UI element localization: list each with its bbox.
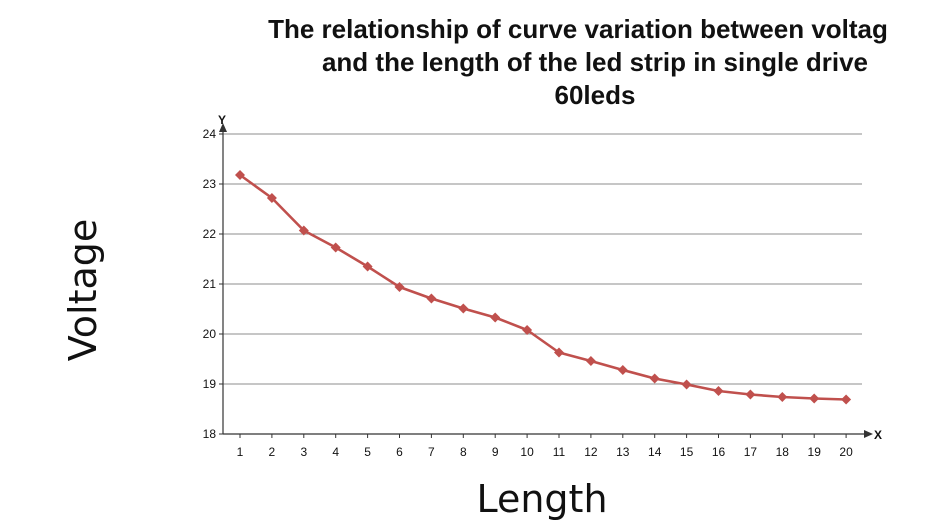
x-tick-label: 20 bbox=[839, 445, 853, 459]
x-tick-labels: 1 2 3 4 5 6 7 8 9 10 11 12 13 14 15 16 17 18 19 20 bbox=[237, 445, 853, 459]
x-tick-label: 10 bbox=[520, 445, 534, 459]
x-tick-label: 11 bbox=[553, 445, 566, 459]
x-tick-label: 16 bbox=[712, 445, 726, 459]
series-line-0 bbox=[239, 173, 847, 401]
x-tick-label: 4 bbox=[332, 445, 339, 459]
y-tick-label: 23 bbox=[203, 177, 217, 191]
data-point-5 bbox=[362, 261, 373, 272]
data-point-2 bbox=[266, 193, 277, 203]
x-tick-label: 8 bbox=[460, 445, 467, 459]
y-axis-arrow bbox=[219, 123, 227, 132]
y-axis-title: Voltage bbox=[61, 219, 105, 362]
data-point-19 bbox=[809, 393, 820, 404]
x-tick-label: 2 bbox=[269, 445, 276, 459]
data-series bbox=[235, 170, 852, 405]
x-tick-label: 5 bbox=[364, 445, 371, 459]
x-tick-label: 17 bbox=[744, 445, 758, 459]
y-tick-label: 22 bbox=[203, 227, 217, 241]
y-axis-letter: Y bbox=[218, 113, 226, 127]
data-point-17 bbox=[745, 389, 756, 400]
data-point-10 bbox=[522, 325, 533, 335]
x-axis-arrow bbox=[864, 430, 873, 438]
x-tick-label: 6 bbox=[396, 445, 403, 459]
y-tick-labels: 18 19 20 21 22 23 24 bbox=[203, 127, 217, 441]
chart-title-line-1: The relationship of curve variation betw… bbox=[268, 14, 888, 44]
x-tick-label: 14 bbox=[648, 445, 662, 459]
x-tick-label: 18 bbox=[776, 445, 790, 459]
x-tick-label: 12 bbox=[584, 445, 598, 459]
data-point-4 bbox=[330, 242, 341, 253]
data-point-14 bbox=[649, 373, 660, 384]
data-point-11 bbox=[554, 347, 564, 358]
x-tick-label: 19 bbox=[808, 445, 822, 459]
x-axis-letter: X bbox=[874, 428, 882, 442]
data-point-16 bbox=[713, 386, 724, 396]
data-point-13 bbox=[617, 365, 628, 375]
data-point-12 bbox=[585, 356, 596, 366]
data-point-15 bbox=[681, 379, 692, 390]
data-point-20 bbox=[841, 394, 852, 405]
data-point-8 bbox=[458, 303, 469, 314]
y-tick-label: 21 bbox=[203, 277, 217, 291]
data-point-7 bbox=[426, 293, 437, 304]
x-tick-label: 9 bbox=[492, 445, 499, 459]
chart-title: The relationship of curve variation betw… bbox=[268, 14, 888, 110]
data-point-9 bbox=[490, 312, 501, 323]
y-tick-label: 20 bbox=[203, 327, 217, 341]
data-point-6 bbox=[394, 282, 405, 292]
y-tick-label: 19 bbox=[203, 377, 217, 391]
x-tick-label: 15 bbox=[680, 445, 694, 459]
gridlines bbox=[223, 133, 862, 385]
chart-title-line-3: 60leds bbox=[555, 80, 636, 110]
x-tick-label: 1 bbox=[237, 445, 244, 459]
chart-title-line-2: and the length of the led strip in singl… bbox=[322, 47, 868, 77]
data-point-18 bbox=[777, 392, 788, 402]
x-tick-label: 3 bbox=[300, 445, 307, 459]
x-tick-label: 13 bbox=[616, 445, 630, 459]
data-point-1 bbox=[235, 170, 245, 180]
axes bbox=[219, 123, 873, 438]
x-axis-title: Length bbox=[476, 477, 607, 521]
x-tick-label: 7 bbox=[428, 445, 435, 459]
data-point-3 bbox=[298, 225, 309, 236]
y-tick-label: 24 bbox=[203, 127, 217, 141]
y-tick-label: 18 bbox=[203, 427, 217, 441]
